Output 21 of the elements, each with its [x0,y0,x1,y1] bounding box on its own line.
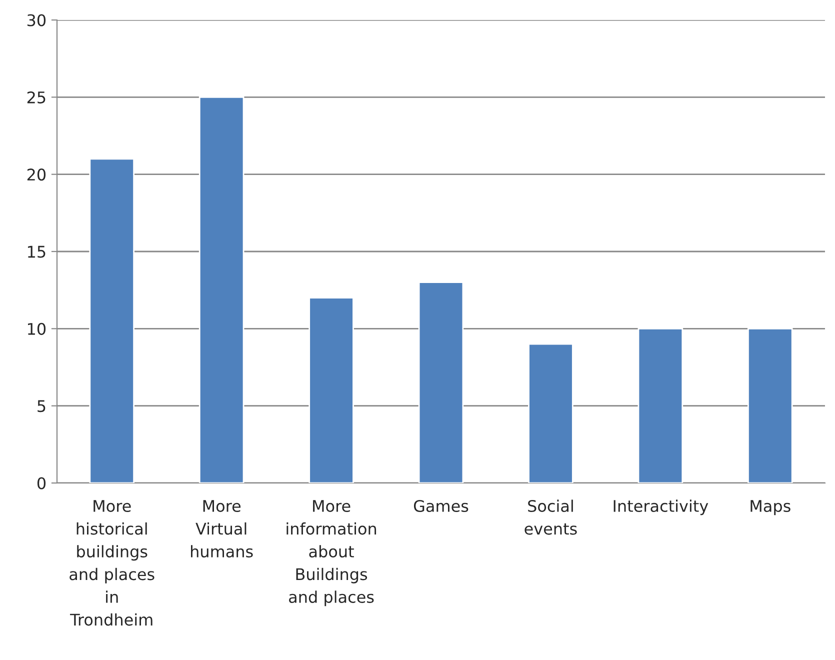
x-tick-label: More historical buildings and places in Trondheim [70,500,154,626]
bar [748,328,793,483]
bar [89,158,134,483]
x-tick-label: Games [414,500,468,512]
x-tick-label: Social events [524,500,577,535]
bar [308,297,354,483]
y-tick-label: 5 [38,400,46,412]
y-tick-label: 15 [28,246,46,258]
y-tick-label: 10 [28,322,46,335]
y-tick-label: 0 [37,477,46,490]
x-tick-label: Maps [750,500,790,516]
bar [638,328,684,483]
bar [198,96,244,483]
x-tick-label: More Virtual humans [191,500,253,558]
x-tick-label: Interactivity [614,500,708,516]
x-tick-label: More information about Buildings and places [286,500,376,606]
bar [528,343,574,483]
y-tick-label: 25 [27,91,46,104]
bar [418,282,464,483]
y-tick-label: 20 [27,168,46,181]
y-tick-label: 30 [27,14,46,26]
